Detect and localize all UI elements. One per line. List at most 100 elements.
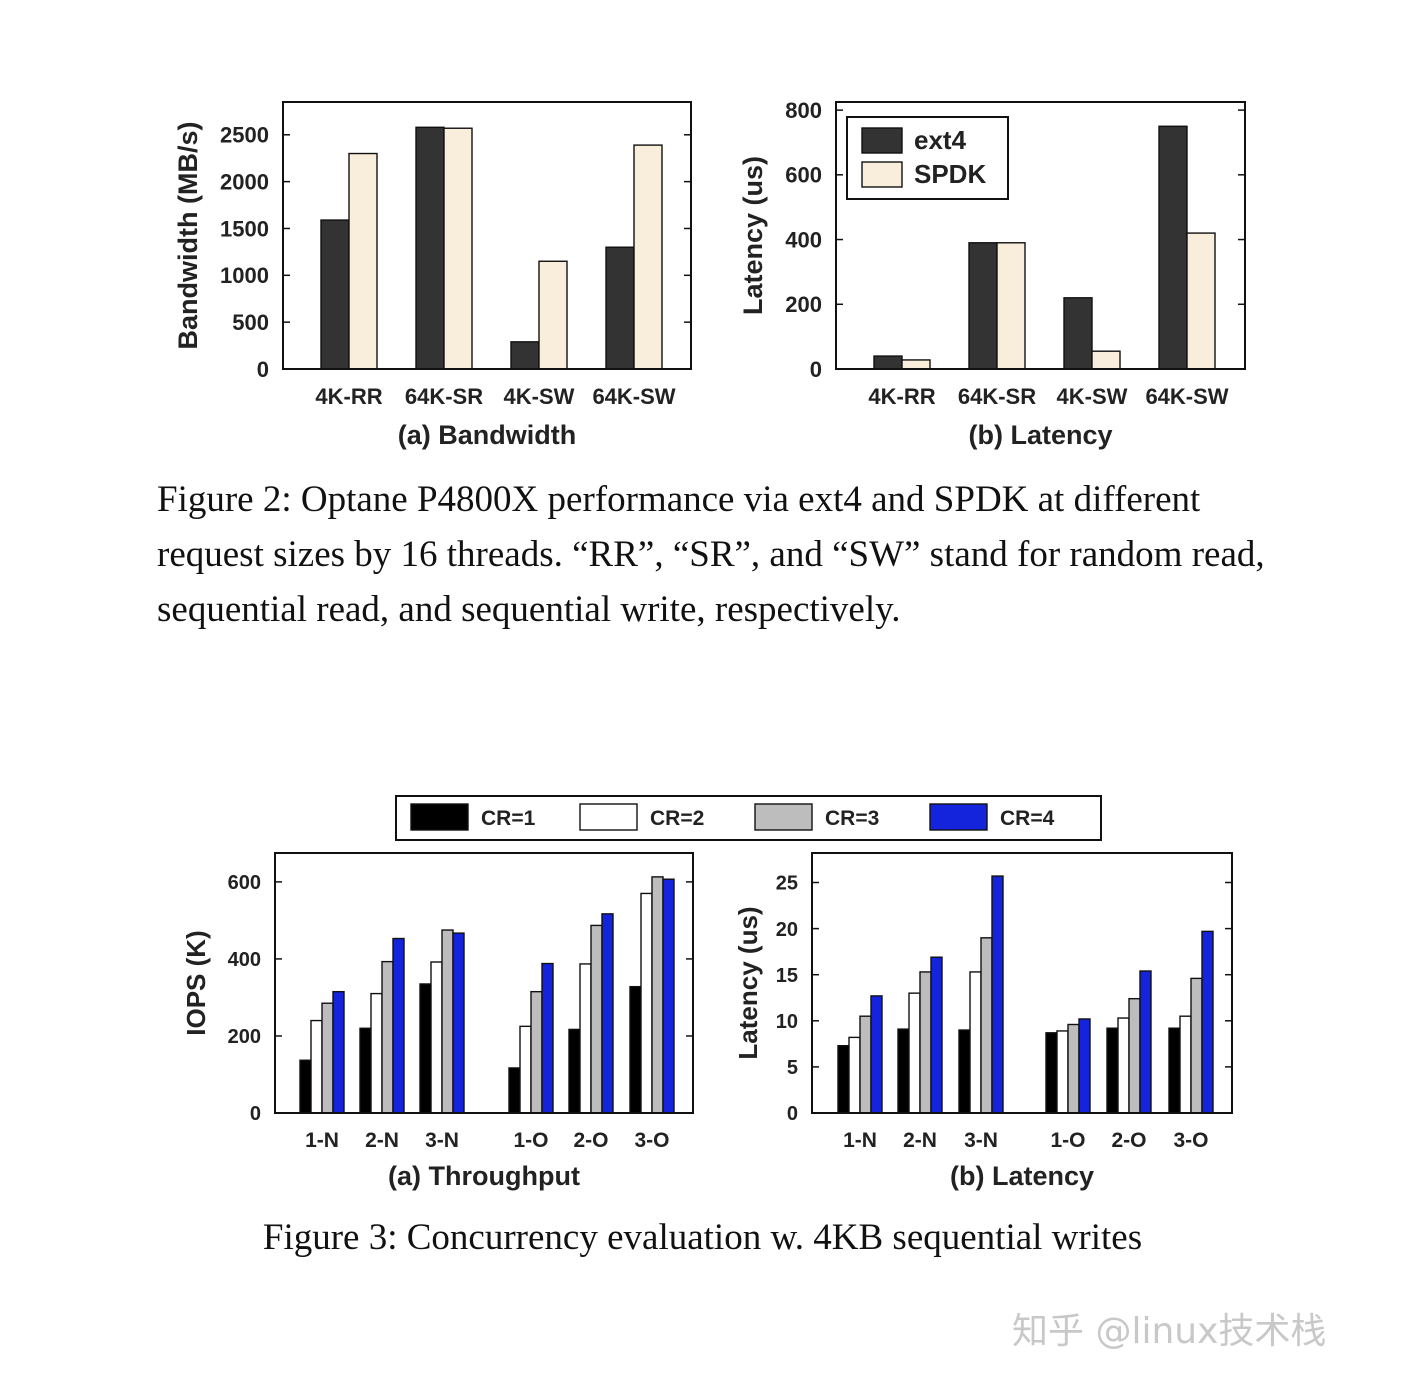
- bar-cr-3-3-n: [441, 929, 454, 1114]
- x-tick-label: 3-O: [634, 1129, 669, 1152]
- y-tick-label: 25: [776, 873, 798, 895]
- x-tick-label: 1-N: [305, 1129, 339, 1152]
- legend-label-cr-1: CR=1: [481, 807, 536, 830]
- bar-cr-1-1-o: [508, 1067, 521, 1114]
- bar-spdk-4k-sw: [1091, 350, 1121, 370]
- legend-swatch-spdk: [861, 161, 903, 188]
- x-tick-label: 1-O: [1050, 1129, 1085, 1152]
- legend-swatch-cr-2: [579, 803, 638, 831]
- bar-cr-2-3-n: [969, 971, 982, 1114]
- y-tick-label: 400: [785, 227, 822, 252]
- x-tick-label: 4K-SW: [1057, 384, 1128, 409]
- y-tick-label: 500: [232, 310, 269, 335]
- bar-ext4-4k-sw: [510, 341, 540, 370]
- y-tick-label: 400: [228, 949, 261, 971]
- chart-title: (a) Bandwidth: [398, 420, 576, 450]
- bar-spdk-64k-sw: [1186, 232, 1216, 370]
- bar-cr-1-1-n: [299, 1059, 312, 1114]
- legend-label-cr-2: CR=2: [650, 807, 704, 830]
- y-tick-label: 1500: [220, 216, 269, 241]
- y-tick-label: 2500: [220, 123, 269, 148]
- y-axis-label: Latency (us): [733, 906, 763, 1059]
- bar-cr-3-2-n: [919, 971, 932, 1114]
- bar-cr-4-1-n: [870, 995, 883, 1114]
- y-tick-label: 20: [776, 919, 798, 941]
- bar-spdk-64k-sw: [633, 144, 663, 370]
- x-tick-label: 2-N: [903, 1129, 937, 1152]
- bar-cr-3-3-n: [980, 937, 993, 1114]
- bar-cr-2-2-o: [579, 963, 592, 1114]
- x-tick-label: 1-N: [843, 1129, 877, 1152]
- x-tick-label: 2-O: [1111, 1129, 1146, 1152]
- bar-ext4-4k-rr: [320, 219, 350, 370]
- y-tick-label: 0: [810, 357, 822, 382]
- bar-cr-3-3-o: [1190, 977, 1203, 1114]
- bar-cr-1-3-n: [958, 1029, 971, 1114]
- bar-cr-3-1-n: [859, 1015, 872, 1114]
- fig3-legend: CR=1 CR=2 CR=3 CR=4: [395, 795, 1102, 841]
- bar-cr-2-2-o: [1117, 1017, 1130, 1114]
- y-axis-label: IOPS (K): [181, 930, 211, 1035]
- fig2-latency-chart: 0 200 400 600 800 4K-RR 64K-SR 4K-SW 64K-SW (b) L…: [738, 98, 1246, 450]
- plot-frame: [282, 101, 692, 370]
- y-tick-label: 0: [257, 357, 269, 382]
- x-tick-label: 64K-SR: [958, 384, 1036, 409]
- bar-cr-3-1-o: [530, 990, 543, 1114]
- bar-cr-1-1-o: [1045, 1032, 1058, 1114]
- x-tick-label: 4K-SW: [504, 384, 575, 409]
- fig3-latency-chart: 0 5 10 15 20 25 1-N 2-N 3-N 1-O 2-O 3-O (b) Latency L…: [733, 852, 1233, 1191]
- bar-cr-2-2-n: [908, 992, 921, 1114]
- legend-label-cr-3: CR=3: [825, 807, 879, 830]
- bar-spdk-4k-sw: [538, 260, 568, 370]
- y-tick-label: 600: [785, 163, 822, 188]
- x-tick-label: 4K-RR: [868, 384, 935, 409]
- bar-cr-4-2-n: [392, 937, 405, 1114]
- legend-swatch-cr-1: [410, 803, 469, 831]
- legend-label-spdk: SPDK: [914, 159, 986, 189]
- y-tick-label: 0: [787, 1103, 798, 1125]
- y-tick-label: 5: [787, 1057, 798, 1079]
- bar-cr-2-3-n: [430, 961, 443, 1114]
- bar-cr-3-1-n: [321, 1002, 334, 1114]
- bar-cr-3-2-n: [381, 960, 394, 1114]
- bar-cr-3-2-o: [1128, 997, 1141, 1114]
- bar-cr-4-2-n: [930, 956, 943, 1114]
- bar-cr-2-1-n: [848, 1036, 861, 1114]
- y-tick-label: 0: [250, 1103, 261, 1125]
- legend-swatch-ext4: [861, 127, 903, 154]
- bar-cr-4-1-o: [541, 962, 554, 1114]
- figure-3-caption: Figure 3: Concurrency evaluation w. 4KB …: [262, 1217, 1143, 1258]
- fig2-legend: ext4 SPDK: [846, 116, 1009, 200]
- y-tick-label: 10: [776, 1011, 798, 1033]
- x-tick-label: 64K-SR: [405, 384, 483, 409]
- x-tick-label: 1-O: [513, 1129, 548, 1152]
- bar-cr-1-3-n: [419, 983, 432, 1114]
- bar-ext4-4k-sw: [1063, 297, 1093, 370]
- bar-cr-1-3-o: [1168, 1027, 1181, 1114]
- bar-spdk-64k-sr: [996, 242, 1026, 370]
- x-tick-label: 3-N: [425, 1129, 459, 1152]
- bar-cr-4-3-o: [1201, 930, 1214, 1114]
- bar-cr-4-2-o: [1139, 970, 1152, 1114]
- y-tick-label: 2000: [220, 170, 269, 195]
- chart-title: (b) Latency: [950, 1161, 1094, 1191]
- bar-cr-1-1-n: [837, 1044, 850, 1114]
- bar-cr-1-2-n: [359, 1027, 372, 1114]
- fig2-bandwidth-chart: 0 500 1000 1500 2000 2500 4K-RR 64K-SR 4K-SW 64K-…: [173, 101, 692, 450]
- bar-ext4-64k-sr: [968, 242, 998, 370]
- legend-swatch-cr-3: [754, 803, 813, 831]
- bar-spdk-4k-rr: [348, 152, 378, 370]
- plot-frame: [811, 852, 1233, 1114]
- chart-title: (b) Latency: [968, 420, 1112, 450]
- x-tick-label: 2-N: [365, 1129, 399, 1152]
- bar-cr-3-3-o: [651, 876, 664, 1114]
- bar-cr-2-1-n: [310, 1019, 323, 1114]
- watermark: 知乎 @linux技术栈: [1012, 1311, 1327, 1352]
- bar-cr-4-1-n: [332, 990, 345, 1114]
- bar-cr-1-2-n: [897, 1028, 910, 1114]
- bar-cr-1-2-o: [1106, 1027, 1119, 1114]
- y-tick-label: 600: [228, 872, 261, 894]
- bar-ext4-64k-sr: [415, 126, 445, 370]
- bar-cr-1-2-o: [568, 1028, 581, 1114]
